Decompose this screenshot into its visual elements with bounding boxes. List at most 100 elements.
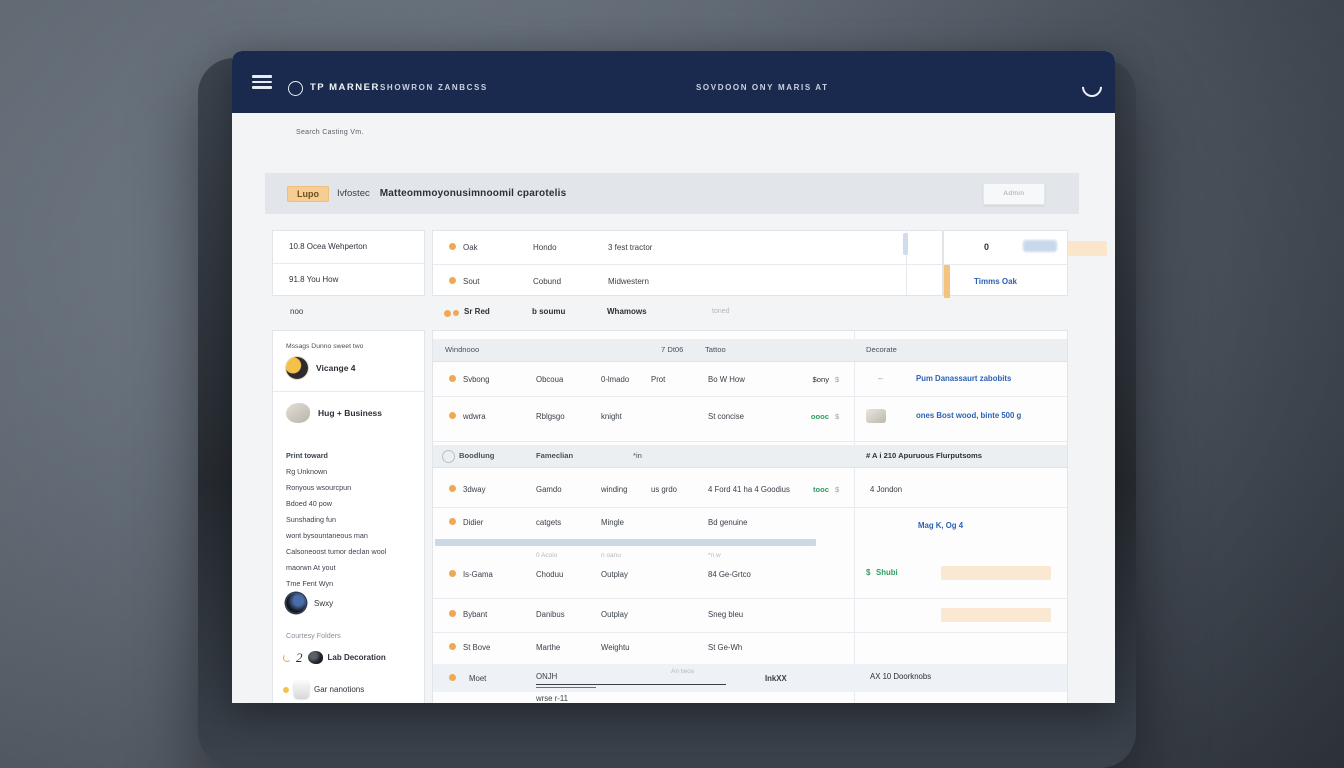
status-dot-icon (453, 310, 459, 316)
sub-cell: An twos (671, 668, 695, 675)
sidebar-link[interactable]: Sunshading fun (286, 515, 336, 524)
highlight-block (941, 608, 1051, 622)
decorate-text: 4 Jondon (870, 485, 903, 494)
decorate-link[interactable]: Mag K, Og 4 (918, 521, 964, 530)
toggle-control[interactable] (1023, 240, 1057, 252)
script-glyph-icon: 2 (296, 650, 303, 665)
sidebar-link[interactable]: Bdoed 40 pow (286, 499, 332, 508)
amount: $ony (812, 375, 829, 384)
status-dot-icon (449, 277, 456, 284)
subheader-label: Boodlung (459, 451, 495, 460)
nav-link-right-1[interactable]: SOVDOON ONY (696, 83, 775, 92)
dash-placeholder: – (878, 374, 883, 383)
status-dot-icon (444, 310, 451, 317)
cell: Is-Gama (463, 570, 493, 579)
cell: Prot (651, 375, 666, 384)
table-row[interactable]: 3dway Gamdo winding us grdo 4 Ford 41 ha… (433, 467, 1067, 508)
folder-item[interactable]: Gar nanotions (283, 681, 364, 698)
sidebar-vendor[interactable]: Vicange 4 (286, 357, 356, 379)
decorate-link[interactable]: ones Bost wood, binte 500 g (916, 411, 1022, 420)
table-row[interactable]: Svbong Obcoua 0-lmado Prot Bo W How $ony… (433, 361, 1067, 397)
sidebar-link[interactable]: Calsoneoost tumor declan wool (286, 547, 387, 556)
progress-bar (435, 539, 816, 546)
main-table: Windnooo 7 Dt06 Tattoo Decorate Svbong O… (432, 330, 1068, 703)
summary-links[interactable]: Timms Oak (974, 277, 1017, 286)
cell: Svbong (463, 375, 490, 384)
summary-cell: Oak (463, 243, 478, 252)
summary-cell: 3 fest tractor (608, 243, 653, 252)
sidebar-link[interactable]: Tme Fent Wyn (286, 579, 334, 588)
summary-cell: Cobund (533, 277, 562, 286)
banner-prefix: Ivfostec (337, 188, 370, 199)
decorate-link[interactable]: Pum Danassaurt zabobits (916, 374, 1012, 383)
sidebar-link[interactable]: Ronyous wsourcpun (286, 483, 352, 492)
user-avatar-icon[interactable] (1077, 72, 1107, 102)
cell: knight (601, 412, 622, 421)
cell: Marthe (536, 643, 561, 652)
hamburger-menu-icon[interactable] (252, 75, 272, 89)
nav-link-2[interactable]: ZANBCSS (438, 83, 488, 92)
summary-footer-cell: Whamows (607, 307, 647, 316)
table-header-row: Windnooo 7 Dt06 Tattoo Decorate (433, 339, 1067, 362)
cell: winding (601, 485, 628, 494)
dollar-icon: $ (866, 568, 871, 577)
amount: tooc (812, 485, 829, 494)
table-row[interactable]: Didier catgets Mingle Bd genuine Mag K, … (433, 507, 1067, 539)
sidebar-link[interactable]: maorwn At yout (286, 563, 336, 572)
partner-avatar (286, 403, 310, 423)
cell: Bd genuine (708, 518, 748, 527)
sidebar-user[interactable]: Swxy (286, 593, 333, 613)
status-dot-icon (449, 518, 456, 525)
folder-item[interactable]: 2 Lab Decoration (283, 651, 386, 664)
table-row-selected[interactable]: Moet ONJH An twos InkXX AX 10 Doorknobs (433, 664, 1067, 692)
status-dot-icon (449, 570, 456, 577)
summary-row[interactable]: Sout Cobund Midwestern (433, 264, 942, 298)
vendor-avatar (286, 357, 308, 379)
sidebar-link[interactable]: Print toward (286, 451, 328, 460)
column-header: Windnooo (445, 345, 480, 354)
cell: 0-lmado (601, 375, 630, 384)
table-row[interactable]: wdwra Rblgsgo knight St concise oooc $ o… (433, 396, 1067, 442)
sidebar-partner[interactable]: Hug + Business (286, 403, 382, 423)
column-divider (906, 231, 907, 295)
top-navbar: TP MARNER SHOWRON ZANBCSS SOVDOON ONY MA… (232, 51, 1115, 113)
highlight-block (941, 566, 1051, 580)
summary-footer-strip: noo Sr Red b soumu Whamows toned (232, 302, 1115, 326)
nav-link-right-2[interactable]: MARIS AT (778, 83, 829, 92)
banner-action-button[interactable]: Admin (983, 183, 1045, 205)
table-row[interactable]: 0 Acoio n oanu *n w Is-Gama Choduu Outpl… (433, 546, 1067, 599)
summary-left-row-2[interactable]: 91.8 You How (289, 275, 339, 284)
cell: Danibus (536, 610, 565, 619)
dollar-icon[interactable]: $ (835, 375, 840, 384)
user-name: Swxy (314, 598, 334, 608)
dollar-icon[interactable]: $ (835, 412, 840, 421)
nav-link-1[interactable]: SHOWRON (380, 83, 434, 92)
folder-label: Gar nanotions (314, 685, 365, 694)
dollar-icon[interactable]: $ (835, 485, 840, 494)
table-subheader-row: Boodlung Fameclian *in # A i 210 Apuruou… (433, 445, 1067, 468)
folder-label: Lab Decoration (327, 653, 386, 662)
table-row-partial[interactable]: wrse r-11 (433, 692, 1067, 703)
summary-row[interactable]: Oak Hondo 3 fest tractor fasb (433, 231, 1107, 264)
sidebar-link[interactable]: wont bysountaneous man (286, 531, 368, 540)
column-header: Tattoo (705, 345, 726, 354)
status-dot-icon (449, 243, 456, 250)
subheader-right-label: # A i 210 Apuruous Flurputsoms (866, 451, 983, 460)
summary-right-card: 0 Timms Oak (943, 230, 1068, 298)
scrollbar-thumb[interactable] (903, 233, 908, 255)
cell: St Bove (463, 643, 491, 652)
cell: Bo W How (708, 375, 745, 384)
brand-name[interactable]: TP MARNER (310, 82, 380, 93)
underline-rule (536, 684, 726, 685)
sidebar-link[interactable]: Rg Unknown (286, 467, 328, 476)
breadcrumb: Search Casting Vm. (296, 129, 364, 136)
cell: InkXX (765, 674, 787, 683)
cell: Outplay (601, 610, 628, 619)
sidebar-note: Mssags Dunno sweet two (286, 343, 364, 350)
summary-left-row-1[interactable]: 10.8 Ocea Wehperton (273, 231, 424, 264)
column-header: Decorate (866, 345, 897, 354)
table-row[interactable]: Bybant Danibus Outplay Sneg bleu (433, 598, 1067, 633)
sub-cell: *n w (708, 552, 721, 559)
vendor-name: Vicange 4 (316, 363, 356, 373)
table-row[interactable]: St Bove Marthe Weightu St Ge-Wh (433, 632, 1067, 665)
